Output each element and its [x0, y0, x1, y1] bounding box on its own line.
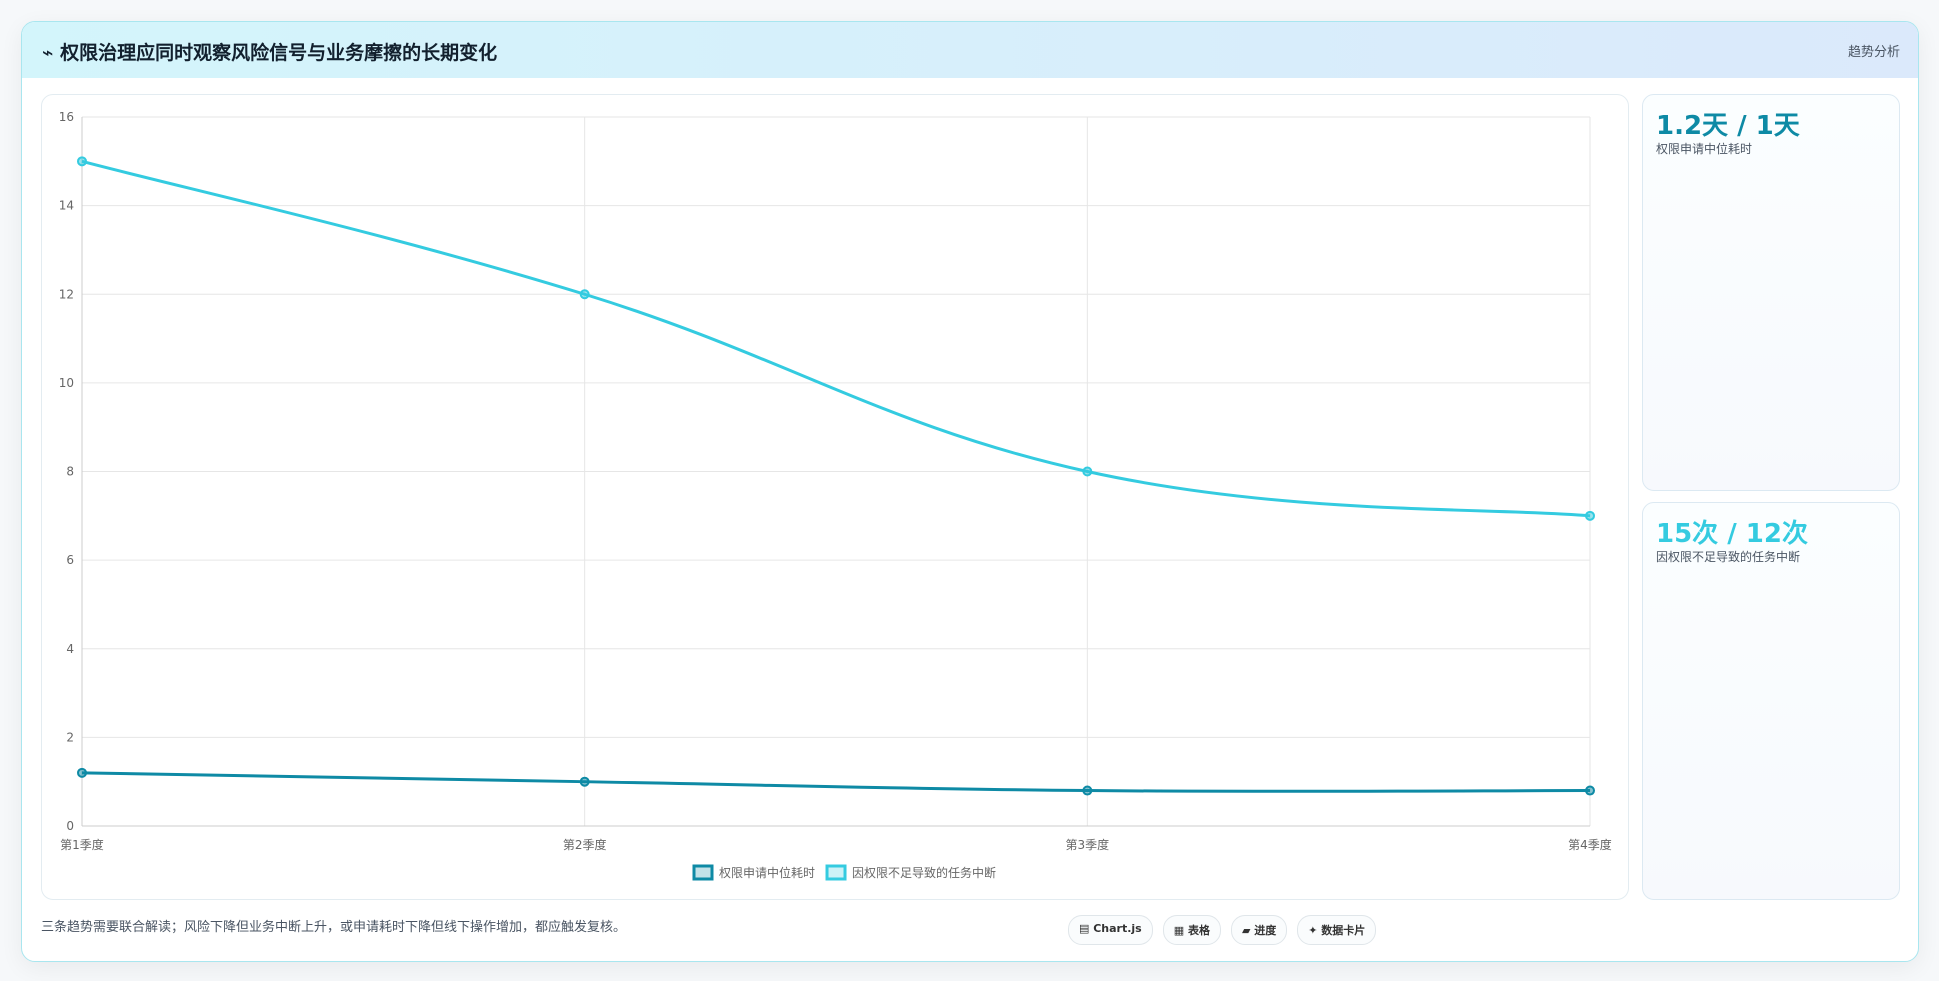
kpi-label: 因权限不足导致的任务中断 [1656, 550, 1801, 564]
y-tick-label: 4 [66, 642, 74, 656]
kpi-label: 权限申请中位耗时 [1656, 142, 1753, 156]
series-line [81, 159, 1591, 518]
y-tick-label: 14 [59, 199, 74, 213]
kpi-value: 15次 / 12次 [1656, 519, 1808, 549]
view-button[interactable]: ▤ Chart.js [1068, 915, 1153, 945]
x-tick-label: 第1季度 [60, 837, 104, 852]
data-point [579, 289, 590, 300]
y-tick-label: 10 [59, 376, 74, 390]
header: ⌁ 权限治理应同时观察风险信号与业务摩擦的长期变化 趋势分析 [22, 22, 1918, 78]
data-point [77, 767, 87, 778]
x-tick-label: 第2季度 [563, 837, 607, 852]
button-group: ▤ Chart.js ▦ 表格 ▰ 进度 ✦ 数据卡片 [1068, 915, 1377, 945]
series-line [81, 771, 1591, 793]
chart-panel: 0 2 4 6 8 10 12 14 16 第1季度 第2季度 第3季度 第4季度权限申请中位耗时 因权限… [41, 94, 1629, 900]
data-point [1585, 510, 1595, 521]
data-point [1082, 785, 1093, 796]
view-button[interactable]: ▦ 表格 [1162, 915, 1221, 945]
data-point [1585, 785, 1595, 796]
view-button[interactable]: ✦ 数据卡片 [1297, 915, 1377, 945]
legend-label: 因权限不足导致的任务中断 [852, 865, 996, 880]
card: ⌁ 权限治理应同时观察风险信号与业务摩擦的长期变化 趋势分析 0 2 4 6 8 10 12… [21, 21, 1919, 962]
title: ⌁ 权限治理应同时观察风险信号与业务摩擦的长期变化 [42, 38, 497, 65]
data-point [77, 156, 87, 167]
data-point [1082, 466, 1093, 477]
y-tick-label: 2 [66, 730, 74, 744]
legend-swatch [692, 864, 714, 881]
legend-swatch [825, 864, 847, 881]
legend-label: 权限申请中位耗时 [719, 865, 815, 880]
y-tick-label: 6 [66, 553, 74, 567]
tag: 趋势分析 [1847, 45, 1900, 60]
y-tick-label: 16 [59, 110, 74, 124]
kpi-value: 1.2天 / 1天 [1656, 111, 1800, 141]
y-tick-label: 12 [59, 287, 74, 301]
x-tick-label: 第4季度 [1568, 837, 1612, 852]
title-text: 权限治理应同时观察风险信号与业务摩擦的长期变化 [60, 42, 498, 64]
kpi-card: 1.2天 / 1天 权限申请中位耗时 [1642, 94, 1900, 491]
data-point [579, 776, 590, 787]
kpi-card: 15次 / 12次 因权限不足导致的任务中断 [1642, 502, 1900, 900]
y-tick-label: 0 [66, 819, 74, 833]
icon: ⌁ [42, 42, 54, 64]
y-tick-label: 8 [66, 465, 74, 479]
x-tick-label: 第3季度 [1066, 837, 1110, 852]
view-button[interactable]: ▰ 进度 [1230, 915, 1288, 945]
note: 三条趋势需要联合解读；风险下降但业务中断上升，或申请耗时下降但线下操作增加，都应… [41, 920, 627, 935]
